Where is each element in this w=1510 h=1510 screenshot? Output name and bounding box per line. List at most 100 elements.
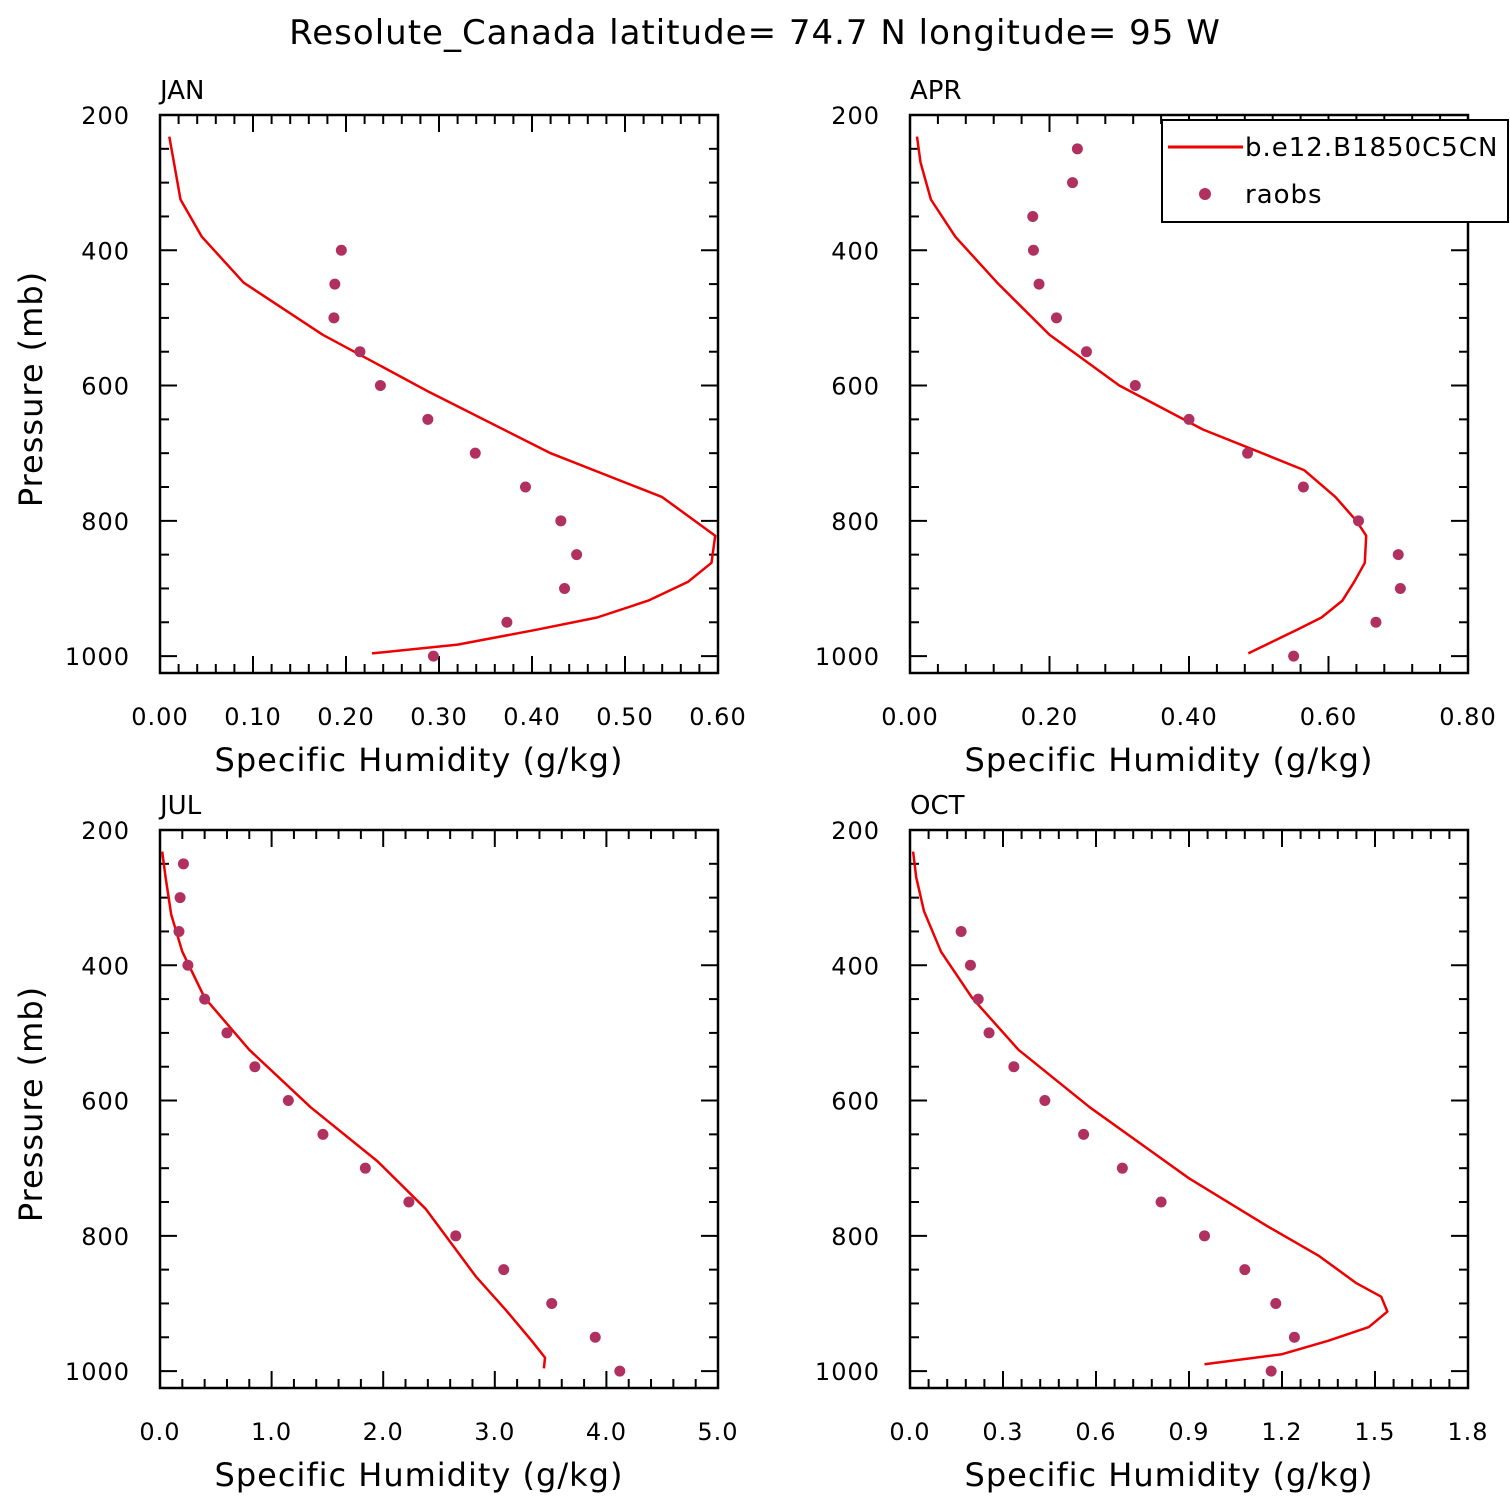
legend-obs-label: raobs bbox=[1245, 180, 1323, 210]
obs-point-jan bbox=[374, 380, 386, 392]
y-tick-label: 1000 bbox=[815, 643, 880, 671]
obs-point-apr bbox=[1033, 278, 1045, 290]
x-tick-label: 0.10 bbox=[224, 703, 281, 731]
x-axis-title: Specific Humidity (g/kg) bbox=[215, 1456, 624, 1494]
legend: b.e12.B1850C5CN raobs bbox=[1161, 119, 1509, 223]
x-tick-label: 1.8 bbox=[1447, 1418, 1488, 1446]
obs-point-apr bbox=[1183, 413, 1195, 425]
legend-box bbox=[1161, 119, 1509, 223]
panel-jul: JUL 0.0 1.0 2.0 3.0 4.0 5.0 200 400 600 800 1000 Spe… bbox=[12, 791, 738, 1494]
x-tick-label: 0.9 bbox=[1168, 1418, 1209, 1446]
obs-point-jan bbox=[469, 447, 481, 459]
y-tick-label: 800 bbox=[81, 508, 130, 536]
obs-point-apr bbox=[1080, 346, 1092, 358]
obs-point-jul bbox=[221, 1027, 233, 1039]
x-tick-label: 0.00 bbox=[131, 703, 188, 731]
obs-point-jul bbox=[614, 1365, 626, 1377]
obs-point-jul bbox=[498, 1264, 510, 1276]
x-tick-label: 5.0 bbox=[697, 1418, 738, 1446]
y-tick-label: 400 bbox=[831, 237, 880, 265]
obs-point-jul bbox=[174, 892, 186, 904]
y-tick-label: 200 bbox=[831, 102, 880, 130]
x-tick-label: 0.6 bbox=[1075, 1418, 1116, 1446]
obs-point-apr bbox=[1352, 515, 1364, 527]
x-tick-label: 1.0 bbox=[251, 1418, 292, 1446]
obs-point-jan bbox=[427, 650, 439, 662]
x-tick-label: 0.80 bbox=[1439, 703, 1496, 731]
obs-point-jan bbox=[335, 244, 347, 256]
obs-point-oct bbox=[1199, 1230, 1210, 1242]
obs-point-jan bbox=[501, 616, 513, 628]
obs-point-apr bbox=[1392, 549, 1404, 561]
panel-label: OCT bbox=[910, 791, 965, 821]
obs-point-jan bbox=[555, 515, 567, 527]
y-tick-label: 800 bbox=[831, 1223, 880, 1251]
obs-point-apr bbox=[1027, 244, 1039, 256]
x-tick-label: 0.20 bbox=[1021, 703, 1078, 731]
y-tick-label: 400 bbox=[81, 237, 130, 265]
obs-point-oct bbox=[1078, 1128, 1090, 1140]
y-tick-label: 200 bbox=[81, 817, 130, 845]
x-tick-label: 0.60 bbox=[689, 703, 746, 731]
x-axis-title: Specific Humidity (g/kg) bbox=[965, 1456, 1374, 1494]
obs-point-oct bbox=[983, 1027, 995, 1039]
x-tick-label: 0.60 bbox=[1300, 703, 1357, 731]
x-axis-title: Specific Humidity (g/kg) bbox=[215, 741, 624, 779]
obs-point-jul bbox=[173, 925, 185, 937]
y-tick-label: 200 bbox=[831, 817, 880, 845]
x-tick-label: 0.50 bbox=[596, 703, 653, 731]
obs-point-oct bbox=[972, 993, 984, 1005]
plot-frame bbox=[158, 828, 720, 1390]
panels: JAN 0.00 0.10 0.20 0.30 0.40 0.50 0.60 200 400 600… bbox=[12, 76, 1496, 1494]
obs-point-jul bbox=[249, 1061, 261, 1073]
obs-point-apr bbox=[1071, 143, 1083, 155]
y-axis-title: Pressure (mb) bbox=[12, 271, 50, 507]
obs-point-oct bbox=[1008, 1061, 1020, 1073]
obs-point-oct bbox=[1239, 1264, 1251, 1276]
obs-point-oct bbox=[1116, 1162, 1128, 1174]
obs-point-jan bbox=[354, 346, 366, 358]
x-tick-label: 2.0 bbox=[363, 1418, 404, 1446]
model-line-apr bbox=[915, 136, 1368, 655]
obs-point-oct bbox=[1155, 1196, 1167, 1208]
x-tick-label: 0.0 bbox=[889, 1418, 930, 1446]
panel-jan: JAN 0.00 0.10 0.20 0.30 0.40 0.50 0.60 200 400 600… bbox=[12, 76, 746, 779]
obs-point-jan bbox=[559, 582, 571, 594]
y-tick-label: 600 bbox=[831, 1088, 880, 1116]
model-line-oct bbox=[911, 851, 1389, 1366]
x-tick-label: 0.40 bbox=[1160, 703, 1217, 731]
y-tick-label: 600 bbox=[81, 373, 130, 401]
obs-point-jul bbox=[359, 1162, 371, 1174]
model-line-jan bbox=[168, 136, 717, 655]
obs-point-jul bbox=[403, 1196, 415, 1208]
panel-label: APR bbox=[910, 76, 962, 106]
y-tick-label: 800 bbox=[831, 508, 880, 536]
y-tick-label: 1000 bbox=[815, 1358, 880, 1386]
obs-point-oct bbox=[1265, 1365, 1277, 1377]
plot-frame bbox=[158, 113, 720, 675]
obs-point-jul bbox=[450, 1230, 462, 1242]
panel-oct: OCT 0.0 0.3 0.6 0.9 1.2 1.5 1.8 200 400 600 800 1000… bbox=[815, 791, 1488, 1494]
y-tick-label: 400 bbox=[831, 952, 880, 980]
obs-point-apr bbox=[1242, 447, 1254, 459]
y-tick-label: 400 bbox=[81, 952, 130, 980]
x-tick-label: 0.30 bbox=[410, 703, 467, 731]
panel-apr: APR 0.00 0.20 0.40 0.60 0.80 200 400 600 800 1000 S… bbox=[815, 76, 1496, 779]
panel-label: JUL bbox=[158, 791, 202, 821]
obs-point-apr bbox=[1050, 312, 1062, 324]
y-tick-label: 1000 bbox=[65, 1358, 130, 1386]
obs-point-oct bbox=[1288, 1331, 1300, 1343]
obs-point-oct bbox=[1270, 1297, 1282, 1309]
obs-point-jul bbox=[282, 1095, 294, 1107]
legend-model-label: b.e12.B1850C5CN bbox=[1245, 133, 1498, 163]
x-tick-label: 1.2 bbox=[1261, 1418, 1302, 1446]
obs-point-jan bbox=[329, 278, 341, 290]
x-tick-label: 0.40 bbox=[503, 703, 560, 731]
obs-point-oct bbox=[955, 925, 967, 937]
x-tick-label: 4.0 bbox=[586, 1418, 627, 1446]
x-tick-label: 0.3 bbox=[982, 1418, 1023, 1446]
obs-point-jul bbox=[199, 993, 211, 1005]
obs-point-jan bbox=[328, 312, 340, 324]
y-tick-label: 1000 bbox=[65, 643, 130, 671]
